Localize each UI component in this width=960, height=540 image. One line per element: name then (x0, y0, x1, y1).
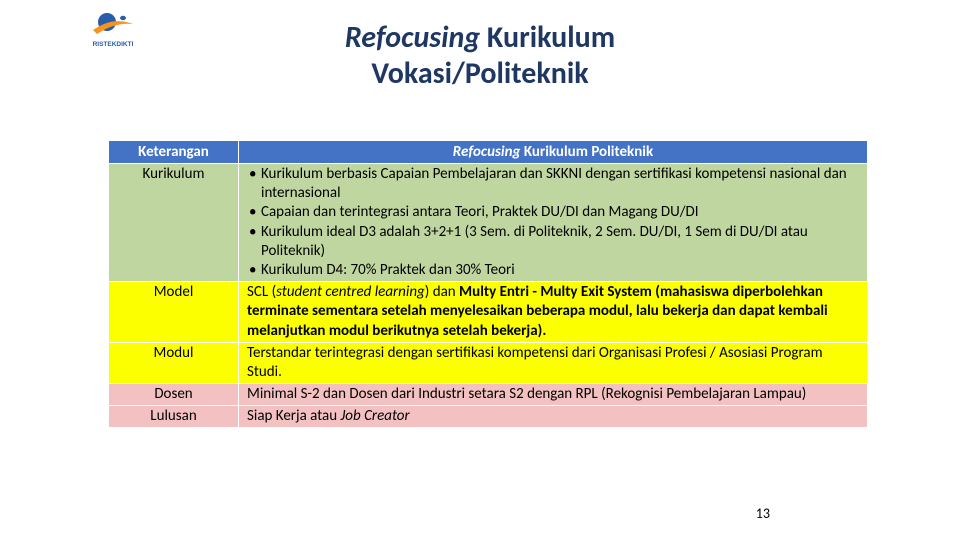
row-content: SCL (student centred learning) dan Multy… (239, 282, 868, 343)
title-line2: Vokasi/Politeknik (371, 55, 588, 92)
ristekdikti-logo: RISTEKDIKTI (85, 8, 141, 48)
logo-text: RISTEKDIKTI (93, 41, 134, 48)
content-table-wrap: Keterangan Refocusing Kurikulum Politekn… (108, 140, 868, 428)
table-row: DosenMinimal S-2 dan Dosen dari Industri… (109, 384, 868, 406)
refocusing-table: Keterangan Refocusing Kurikulum Politekn… (108, 140, 868, 428)
row-content: Minimal S-2 dan Dosen dari Industri seta… (239, 384, 868, 406)
row-label: Modul (109, 342, 239, 383)
row-content: Kurikulum berbasis Capaian Pembelajaran … (239, 164, 868, 282)
row-content: Siap Kerja atau Job Creator (239, 406, 868, 428)
row-label: Model (109, 282, 239, 343)
bullet-item: Capaian dan terintegrasi antara Teori, P… (247, 203, 859, 222)
bullet-item: Kurikulum ideal D3 adalah 3+2+1 (3 Sem. … (247, 223, 859, 261)
title-italic: Refocusing (345, 19, 480, 56)
row-content: Terstandar terintegrasi dengan sertifika… (239, 342, 868, 383)
title-rest1: Kurikulum (480, 19, 615, 56)
table-row: LulusanSiap Kerja atau Job Creator (109, 406, 868, 428)
row-label: Lulusan (109, 406, 239, 428)
row-label: Dosen (109, 384, 239, 406)
header-refocusing: Refocusing Kurikulum Politeknik (239, 141, 868, 164)
bullet-item: Kurikulum D4: 70% Praktek dan 30% Teori (247, 261, 859, 280)
page-number: 13 (756, 505, 770, 522)
table-row: KurikulumKurikulum berbasis Capaian Pemb… (109, 164, 868, 282)
bullet-item: Kurikulum berbasis Capaian Pembelajaran … (247, 165, 859, 203)
header-keterangan: Keterangan (109, 141, 239, 164)
bullet-list: Kurikulum berbasis Capaian Pembelajaran … (247, 165, 859, 280)
table-row: ModulTerstandar terintegrasi dengan sert… (109, 342, 868, 383)
row-label: Kurikulum (109, 164, 239, 282)
slide-title: Refocusing Kurikulum Vokasi/Politeknik (0, 0, 960, 92)
table-row: ModelSCL (student centred learning) dan … (109, 282, 868, 343)
